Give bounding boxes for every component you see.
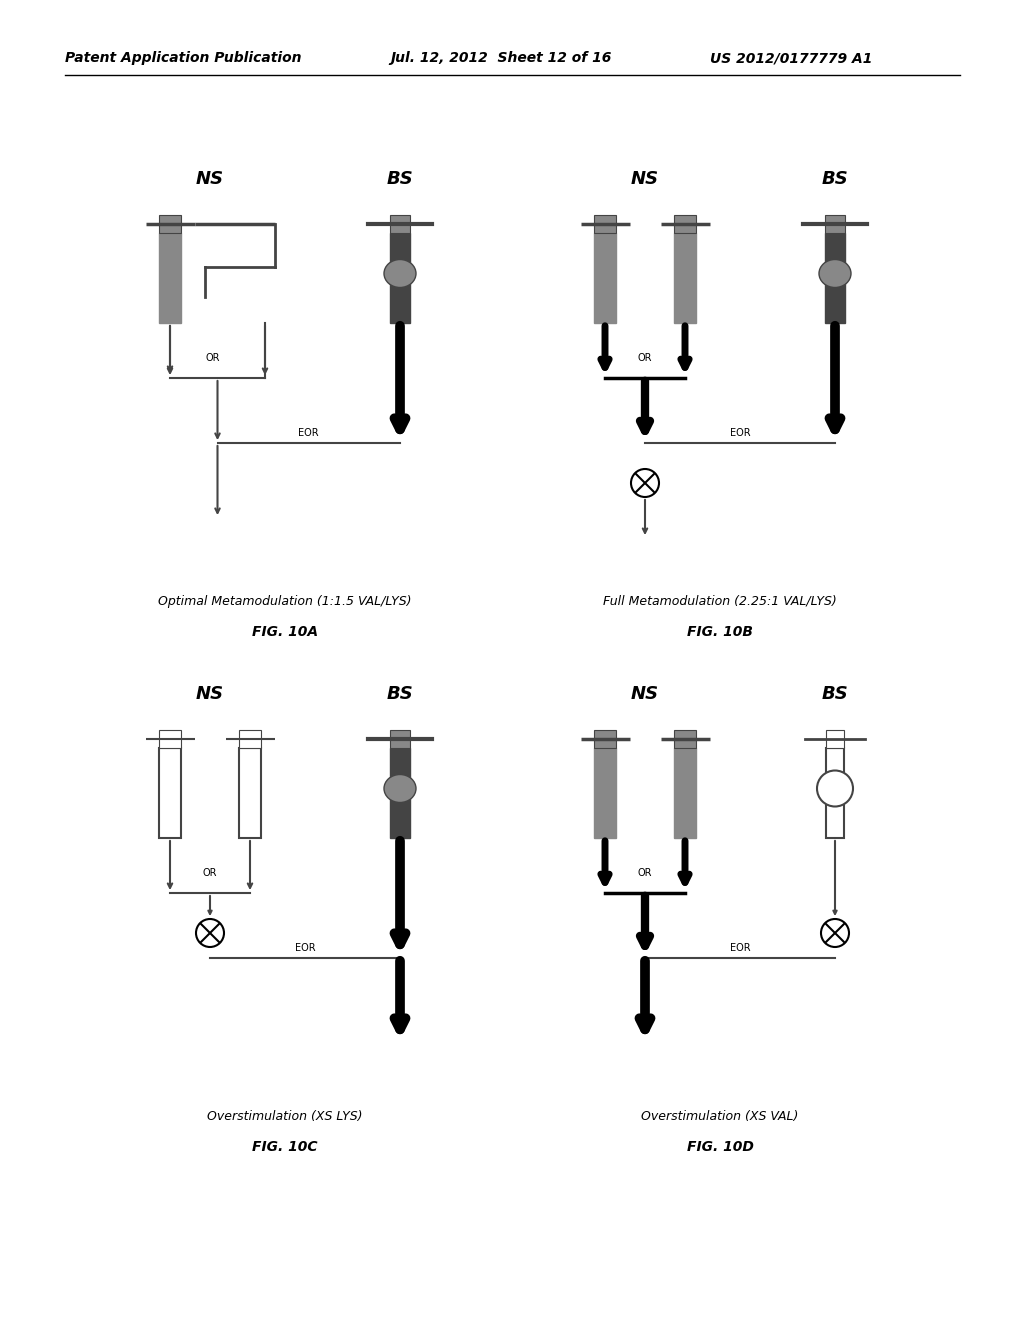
Text: US 2012/0177779 A1: US 2012/0177779 A1 <box>710 51 872 65</box>
Text: OR: OR <box>638 352 652 363</box>
Ellipse shape <box>384 260 416 288</box>
Text: OR: OR <box>203 869 217 878</box>
Ellipse shape <box>384 775 416 803</box>
Bar <box>390 234 410 323</box>
Text: FIG. 10A: FIG. 10A <box>252 624 318 639</box>
Bar <box>826 748 844 838</box>
Bar <box>239 748 261 838</box>
Bar <box>674 730 696 748</box>
Text: BS: BS <box>387 170 414 187</box>
Circle shape <box>631 469 659 498</box>
Bar <box>159 234 181 323</box>
Bar <box>239 730 261 748</box>
Text: FIG. 10C: FIG. 10C <box>252 1140 317 1154</box>
Circle shape <box>821 919 849 946</box>
Bar <box>826 730 844 748</box>
Bar <box>390 730 410 748</box>
Text: Optimal Metamodulation (1:1.5 VAL/LYS): Optimal Metamodulation (1:1.5 VAL/LYS) <box>159 595 412 609</box>
Text: OR: OR <box>638 869 652 878</box>
Text: BS: BS <box>387 685 414 704</box>
Bar <box>825 234 845 323</box>
Text: BS: BS <box>821 170 848 187</box>
Text: NS: NS <box>631 170 659 187</box>
Text: NS: NS <box>631 685 659 704</box>
Circle shape <box>196 919 224 946</box>
Bar <box>674 234 696 323</box>
Bar <box>390 215 410 234</box>
Text: Full Metamodulation (2.25:1 VAL/LYS): Full Metamodulation (2.25:1 VAL/LYS) <box>603 595 837 609</box>
Bar <box>159 215 181 234</box>
Bar <box>674 748 696 838</box>
Text: BS: BS <box>821 685 848 704</box>
Text: NS: NS <box>196 685 224 704</box>
Text: FIG. 10B: FIG. 10B <box>687 624 753 639</box>
Bar <box>159 730 181 748</box>
Text: EOR: EOR <box>730 942 751 953</box>
Ellipse shape <box>819 260 851 288</box>
Text: EOR: EOR <box>730 428 751 438</box>
Text: Overstimulation (XS VAL): Overstimulation (XS VAL) <box>641 1110 799 1123</box>
Text: OR: OR <box>205 352 220 363</box>
Bar <box>594 215 616 234</box>
Text: Overstimulation (XS LYS): Overstimulation (XS LYS) <box>207 1110 362 1123</box>
Text: NS: NS <box>196 170 224 187</box>
Bar <box>159 748 181 838</box>
Bar <box>594 234 616 323</box>
Text: Jul. 12, 2012  Sheet 12 of 16: Jul. 12, 2012 Sheet 12 of 16 <box>390 51 611 65</box>
Bar <box>594 730 616 748</box>
Text: EOR: EOR <box>298 428 319 438</box>
Circle shape <box>817 771 853 807</box>
Text: Patent Application Publication: Patent Application Publication <box>65 51 301 65</box>
Bar <box>825 215 845 234</box>
Text: EOR: EOR <box>295 942 315 953</box>
Bar <box>674 215 696 234</box>
Bar <box>390 748 410 838</box>
Bar <box>594 748 616 838</box>
Text: FIG. 10D: FIG. 10D <box>686 1140 754 1154</box>
